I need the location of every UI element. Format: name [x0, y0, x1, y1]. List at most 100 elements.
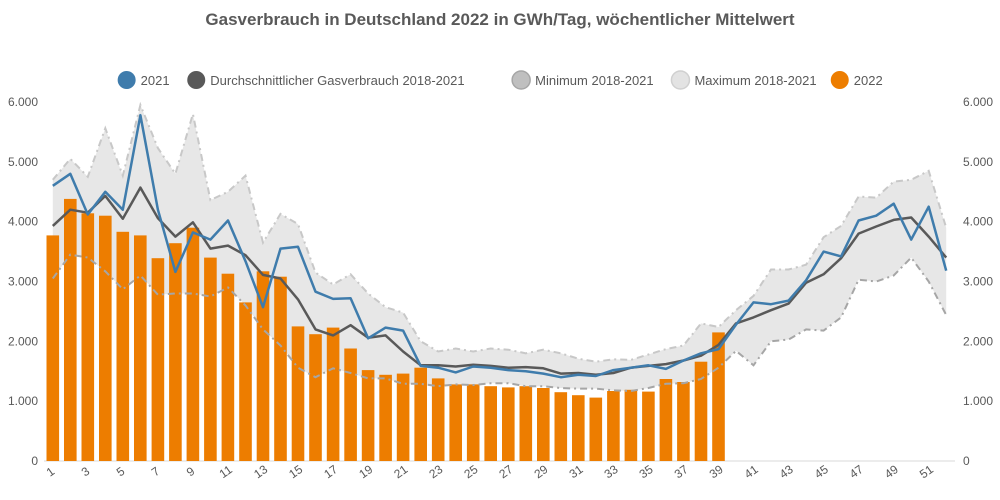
y-tick-label-right: 1.000: [963, 394, 993, 408]
bar-2022: [134, 235, 147, 461]
y-tick-label-left: 0: [31, 454, 38, 468]
x-tick-label: 5: [114, 464, 128, 479]
bar-2022: [484, 386, 497, 461]
bar-2022: [554, 392, 568, 461]
bar-2022: [414, 367, 427, 461]
legend-marker: [511, 70, 531, 90]
x-tick-label: 37: [672, 462, 691, 481]
bar-2022: [116, 231, 130, 461]
bar-2022: [291, 326, 305, 461]
y-tick-label-right: 2.000: [963, 334, 993, 348]
bar-2022: [677, 382, 690, 461]
x-tick-label: 33: [602, 462, 621, 481]
x-tick-label: 27: [496, 462, 515, 481]
bar-2022: [361, 370, 375, 461]
bar-2022: [326, 327, 340, 461]
bar-2022: [81, 213, 95, 461]
line-2021: [52, 113, 948, 379]
legend-label: Durchschnittlicher Gasverbrauch 2018-202…: [210, 73, 464, 88]
x-tick-label: 19: [356, 462, 375, 481]
legend-marker: [117, 71, 136, 89]
x-tick-label: 43: [777, 462, 796, 481]
x-tick-label: 51: [917, 462, 936, 481]
bar-2022: [572, 395, 585, 461]
x-tick-label: 25: [461, 462, 480, 481]
x-tick-label: 17: [321, 462, 340, 481]
legend-marker: [830, 71, 849, 89]
legend-marker: [187, 71, 206, 89]
chart-title: Gasverbrauch in Deutschland 2022 in GWh/…: [205, 10, 795, 29]
bar-2022: [694, 361, 708, 461]
legend-item: Maximum 2018-2021: [670, 70, 817, 90]
x-tick-label: 23: [426, 462, 445, 481]
x-tick-label: 47: [847, 462, 866, 481]
y-tick-label-left: 3.000: [8, 275, 38, 289]
bar-2022: [274, 276, 287, 461]
bar-2022: [99, 215, 112, 461]
bar-2022: [379, 374, 392, 461]
legend-label: 2022: [854, 73, 883, 88]
bar-2022: [537, 388, 550, 461]
bar-2022: [712, 332, 725, 461]
x-tick-label: 21: [391, 462, 410, 481]
legend-item: 2021: [117, 71, 170, 89]
x-tick-label: 45: [812, 462, 831, 481]
bar-2022: [624, 389, 638, 461]
x-tick-label: 41: [742, 462, 761, 481]
x-tick-label: 1: [44, 464, 58, 479]
bar-2022: [239, 302, 252, 461]
bar-2022: [344, 348, 357, 461]
bar-2022: [169, 243, 182, 461]
y-tick-label-left: 2.000: [8, 334, 38, 348]
bar-2022: [502, 387, 515, 461]
legend-item: Durchschnittlicher Gasverbrauch 2018-202…: [187, 71, 465, 89]
bar-2022: [431, 378, 445, 461]
legend-marker: [670, 70, 691, 90]
y-tick-label-right: 6.000: [963, 95, 993, 109]
bar-2022: [642, 391, 655, 461]
bar-2022: [64, 198, 77, 461]
bar-2022: [186, 227, 200, 461]
x-tick-label: 3: [79, 464, 93, 479]
x-tick-label: 39: [707, 462, 726, 481]
y-tick-label-right: 4.000: [963, 215, 993, 229]
bar-2022: [519, 386, 533, 461]
y-tick-label-right: 3.000: [963, 275, 993, 289]
line-minimum: [51, 253, 948, 393]
y-tick-label-left: 6.000: [8, 95, 38, 109]
y-tick-label-right: 0: [963, 454, 970, 468]
bar-2022: [221, 273, 235, 461]
x-tick-label: 15: [286, 462, 305, 481]
bar-2022: [309, 334, 322, 461]
bar-2022: [589, 397, 603, 461]
legend-label: 2021: [141, 73, 170, 88]
legend-label: Minimum 2018-2021: [535, 73, 654, 88]
bar-2022: [466, 384, 480, 461]
bar-2022: [396, 373, 410, 461]
line-maximum: [52, 101, 948, 363]
x-tick-label: 31: [567, 462, 586, 481]
x-tick-label: 13: [251, 462, 270, 481]
y-tick-label-left: 1.000: [8, 394, 38, 408]
x-tick-label: 29: [532, 462, 551, 481]
bar-2022: [659, 379, 673, 461]
bar-2022: [256, 271, 270, 461]
legend-label: Maximum 2018-2021: [694, 73, 816, 88]
y-tick-label-left: 4.000: [8, 215, 38, 229]
bar-2022: [607, 391, 620, 461]
bar-2022: [151, 258, 165, 461]
bar-2022: [449, 384, 462, 461]
x-tick-label: 7: [149, 464, 163, 479]
x-tick-label: 11: [217, 462, 236, 481]
y-tick-label-right: 5.000: [963, 155, 993, 169]
x-tick-label: 35: [637, 462, 656, 481]
x-tick-label: 49: [882, 462, 901, 481]
bar-2022: [46, 235, 60, 461]
y-tick-label-left: 5.000: [8, 155, 38, 169]
legend-item: 2022: [830, 71, 883, 89]
bar-2022: [204, 257, 217, 461]
legend-item: Minimum 2018-2021: [511, 70, 654, 90]
x-tick-label: 9: [184, 464, 198, 479]
